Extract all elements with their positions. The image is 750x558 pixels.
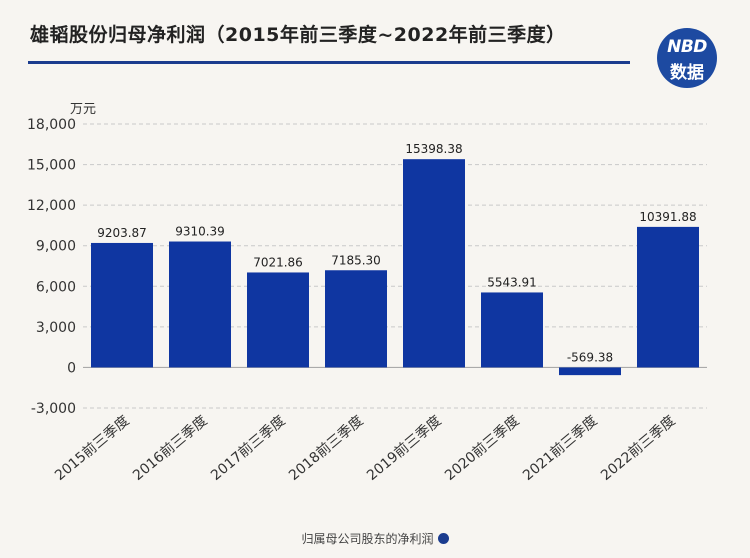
x-tick-label: 2019前三季度 [363,412,444,484]
bar [637,226,699,368]
bar [247,272,309,368]
y-tick-label: 18,000 [27,117,76,133]
bar [559,367,621,376]
logo-data-text: 数据 [670,63,704,83]
y-axis-unit: 万元 [70,102,97,117]
x-tick-label: 2022前三季度 [597,412,678,484]
bar [403,159,465,368]
chart-title: 雄韬股份归母净利润（2015年前三季度~2022年前三季度） [30,24,566,46]
x-tick-label: 2016前三季度 [129,412,210,484]
data-label: 7021.86 [253,255,303,269]
title-underline [28,61,630,64]
y-tick-label: 0 [67,360,76,376]
data-label: 10391.88 [639,210,696,224]
bar [91,242,153,368]
data-label: -569.38 [567,350,613,364]
y-tick-label: 9,000 [36,239,76,255]
x-tick-label: 2021前三季度 [519,412,600,484]
y-tick-label: 12,000 [27,198,76,214]
x-tick-label: 2020前三季度 [441,412,522,484]
y-tick-label: 3,000 [36,320,76,336]
y-tick-label: -3,000 [31,401,76,417]
legend-swatch [437,533,449,544]
data-label: 5543.91 [487,275,537,289]
x-tick-label: 2017前三季度 [207,412,288,484]
data-label: 9203.87 [97,226,147,240]
y-tick-label: 6,000 [36,279,76,295]
data-label: 7185.30 [331,253,381,267]
x-tick-label: 2015前三季度 [51,412,132,484]
bar [325,270,387,368]
bar [169,241,231,368]
data-label: 9310.39 [175,225,225,239]
y-tick-label: 15,000 [27,158,76,174]
x-tick-label: 2018前三季度 [285,412,366,484]
legend: 归属母公司股东的净利润 [0,530,750,547]
logo-nbd-text: NBD [667,37,707,57]
bar [481,292,543,368]
legend-label: 归属母公司股东的净利润 [301,532,434,546]
nbd-logo: NBD 数据 [657,28,717,88]
data-label: 15398.38 [405,142,462,156]
